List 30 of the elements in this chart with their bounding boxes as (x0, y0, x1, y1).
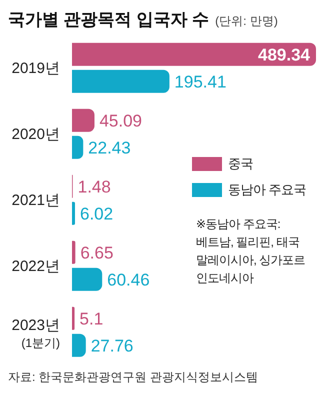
data-label: 1.48 (78, 177, 111, 196)
data-label: 45.09 (99, 111, 142, 130)
legend-label: 중국 (228, 155, 253, 173)
bar (72, 136, 84, 159)
bar (72, 268, 102, 291)
bar (72, 306, 75, 330)
data-label: 27.76 (90, 336, 134, 356)
y-tick-label: 2019년 (12, 60, 60, 77)
text: 자료: 한국문화관광연구원 관광지식정보시스템 (8, 369, 260, 386)
bar (72, 334, 86, 357)
bar (72, 240, 76, 264)
bar (72, 108, 94, 132)
bar (72, 202, 75, 225)
y-tick-label: 2020년 (12, 126, 60, 143)
chart-title: 국가별 관광목적 입국자 수 (8, 9, 210, 31)
bar (72, 70, 170, 93)
data-label: 60.46 (107, 270, 150, 290)
legend-label: 동남아 주요국 (228, 181, 306, 199)
y-tick-label: 2021년 (12, 192, 60, 209)
data-label: 489.34 (258, 45, 311, 64)
bar (72, 42, 316, 66)
y-tick-label: 2023년 (1분기) (12, 317, 60, 350)
annotation: ※동남아 주요국: 베트남, 필리핀, 태국 말레이시아, 싱가포르 인도네시아 (196, 216, 306, 287)
data-label: 6.02 (80, 204, 114, 224)
data-label: 5.1 (80, 309, 104, 328)
data-label: 195.41 (174, 72, 226, 92)
data-label: 22.43 (88, 138, 131, 158)
data-label: 6.65 (80, 243, 114, 262)
y-tick-label: 2022년 (12, 258, 60, 275)
chart-subtitle: (단위: 만명) (215, 13, 278, 30)
